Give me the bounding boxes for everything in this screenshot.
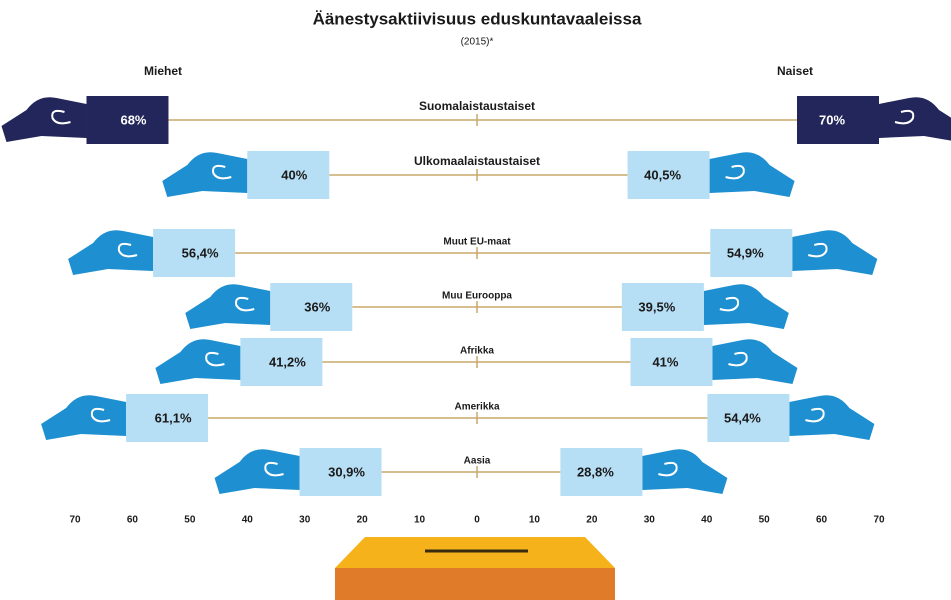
hand-thumb: [658, 461, 678, 477]
value-label: 54,9%: [727, 245, 764, 260]
x-tick-label: 60: [816, 515, 828, 526]
x-tick-label: 60: [127, 515, 139, 526]
ballot-base: [335, 568, 615, 600]
hand-thumb: [51, 109, 71, 125]
category-label: Afrikka: [460, 346, 494, 357]
hand-thumb: [117, 242, 138, 258]
x-tick-label: 10: [529, 515, 541, 526]
row: Amerikka 61,1% 54,4%: [41, 394, 875, 442]
hand-thumb: [805, 407, 825, 423]
hand: [68, 230, 154, 275]
hand-thumb: [90, 407, 111, 423]
x-tick-label: 20: [586, 515, 598, 526]
value-label: 28,8%: [577, 464, 614, 479]
bar: [627, 151, 710, 199]
bar: [86, 96, 169, 144]
value-label: 39,5%: [638, 299, 675, 314]
bar: [621, 283, 704, 331]
category-label: Muu Eurooppa: [442, 291, 512, 302]
bar: [630, 338, 713, 386]
row: Ulkomaalaistaustaiset 40% 40,5%: [162, 151, 795, 199]
hand: [162, 152, 248, 197]
hand-thumb: [728, 351, 748, 367]
ballot-box: [335, 537, 615, 600]
row: Aasia 30,9% 28,8%: [214, 448, 728, 496]
value-label: 40,5%: [644, 167, 681, 182]
hand: [155, 339, 241, 384]
chart-subtitle: (2015)*: [461, 37, 494, 48]
x-tick-label: 50: [184, 515, 196, 526]
value-label: 30,9%: [328, 464, 365, 479]
x-tick-label: 70: [69, 515, 81, 526]
value-label: 36%: [304, 299, 330, 314]
bar: [710, 229, 793, 277]
row: Muu Eurooppa 36% 39,5%: [185, 283, 789, 331]
hand: [642, 449, 728, 494]
value-label: 54,4%: [724, 410, 761, 425]
hand: [709, 152, 795, 197]
x-tick-label: 20: [357, 515, 369, 526]
value-label: 41%: [652, 354, 678, 369]
hand-thumb: [808, 242, 828, 258]
bar: [240, 338, 323, 386]
x-tick-label: 40: [242, 515, 254, 526]
bar: [797, 96, 879, 144]
value-label: 40%: [281, 167, 307, 182]
hand-thumb: [725, 164, 745, 180]
value-label: 61,1%: [155, 410, 192, 425]
bar: [126, 394, 209, 442]
chart-title: Äänestysaktiivisuus eduskuntavaaleissa: [313, 9, 642, 28]
value-label: 70%: [819, 112, 845, 127]
bar: [560, 448, 643, 496]
hand: [789, 395, 875, 440]
hand: [712, 339, 798, 384]
bar: [707, 394, 790, 442]
legend-left: Miehet: [144, 64, 182, 78]
x-tick-label: 50: [759, 515, 771, 526]
hand: [1, 97, 87, 142]
category-label: Ulkomaalaistaustaiset: [414, 154, 540, 168]
category-label: Amerikka: [454, 402, 499, 413]
row: Afrikka 41,2% 41%: [155, 338, 798, 386]
hand: [41, 395, 127, 440]
hand-thumb: [205, 351, 225, 367]
row: Suomalaistaustaiset 68% 70%: [1, 96, 951, 144]
row: Muut EU-maat 56,4% 54,9%: [68, 229, 878, 277]
hand-thumb: [894, 109, 915, 125]
hand: [185, 284, 271, 329]
value-label: 41,2%: [269, 354, 306, 369]
x-tick-label: 10: [414, 515, 426, 526]
hand-thumb: [264, 461, 284, 477]
bar: [299, 448, 382, 496]
x-tick-label: 30: [644, 515, 656, 526]
bar: [247, 151, 330, 199]
bar: [153, 229, 236, 277]
hand-thumb: [235, 296, 255, 312]
hand: [214, 449, 300, 494]
value-label: 56,4%: [182, 245, 219, 260]
hand: [703, 284, 789, 329]
x-tick-label: 0: [474, 515, 480, 526]
category-label: Suomalaistaustaiset: [419, 99, 535, 113]
x-tick-label: 70: [873, 515, 885, 526]
category-label: Muut EU-maat: [443, 237, 511, 248]
hand: [879, 97, 951, 141]
x-tick-label: 40: [701, 515, 713, 526]
value-label: 68%: [120, 112, 146, 127]
x-tick-label: 30: [299, 515, 311, 526]
category-label: Aasia: [464, 456, 491, 467]
hand: [792, 230, 878, 275]
hand-thumb: [212, 164, 232, 180]
hand-thumb: [719, 296, 740, 312]
bar: [270, 283, 353, 331]
legend-right: Naiset: [777, 64, 813, 78]
